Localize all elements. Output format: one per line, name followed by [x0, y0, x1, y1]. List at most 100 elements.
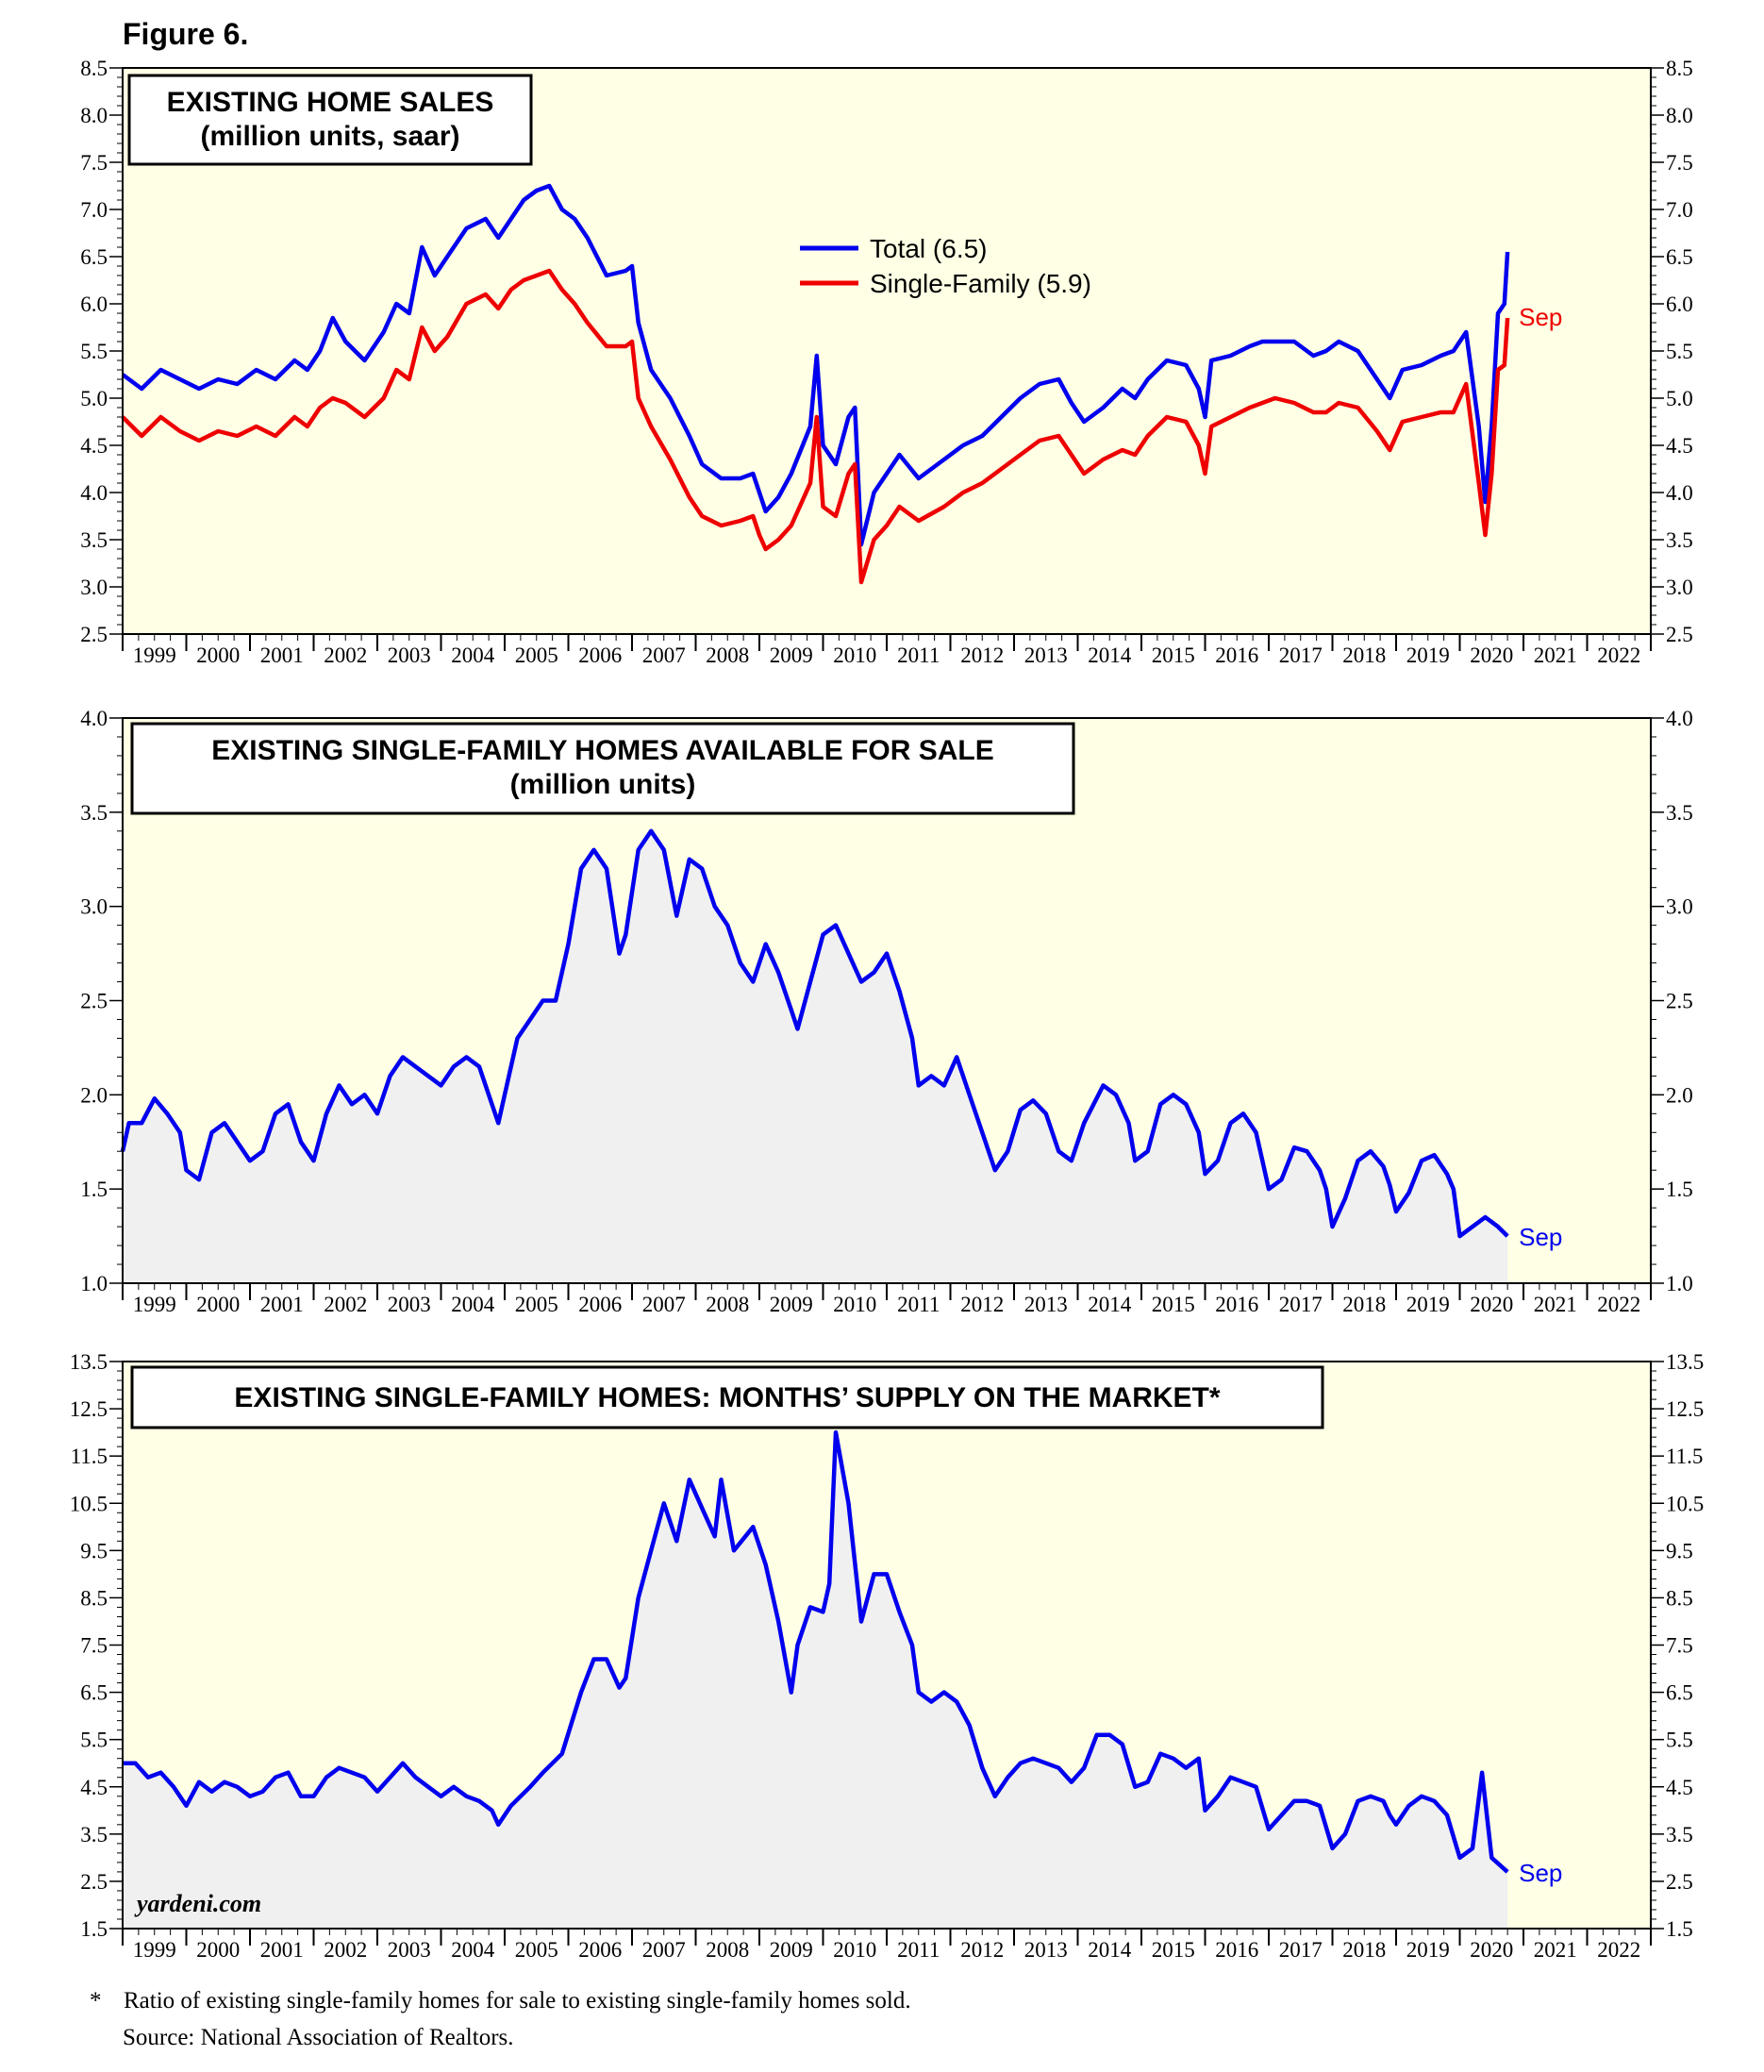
- y-tick-label: 4.5: [1666, 1776, 1693, 1799]
- y-tick-label: 11.5: [71, 1445, 108, 1468]
- x-tick-label: 2014: [1088, 1293, 1132, 1316]
- x-tick-label: 2001: [260, 1938, 304, 1962]
- x-tick-label: 2011: [897, 643, 940, 667]
- x-tick-label: 2003: [388, 643, 431, 667]
- y-tick-label: 7.5: [1666, 151, 1693, 175]
- y-tick-label: 1.5: [80, 1178, 108, 1201]
- x-tick-label: 2003: [388, 1938, 431, 1962]
- x-tick-label: 2002: [324, 1938, 367, 1962]
- x-tick-label: 2007: [642, 643, 686, 667]
- x-tick-label: 2000: [196, 1938, 240, 1962]
- end-label: Sep: [1519, 303, 1562, 331]
- x-tick-label: 2004: [451, 1293, 495, 1316]
- x-tick-label: 2001: [260, 643, 304, 667]
- y-tick-label: 2.5: [80, 990, 108, 1013]
- y-tick-label: 8.5: [80, 1586, 108, 1610]
- y-tick-label: 5.5: [80, 1729, 108, 1752]
- y-tick-label: 4.5: [1666, 434, 1693, 458]
- x-tick-label: 2009: [770, 1938, 813, 1962]
- series-line-2: [121, 268, 1510, 585]
- x-tick-label: 2007: [642, 1293, 686, 1316]
- x-tick-label: 2015: [1152, 1938, 1195, 1962]
- y-tick-label: 2.5: [1666, 990, 1693, 1013]
- y-tick-label: 6.0: [80, 292, 108, 316]
- y-tick-label: 3.5: [80, 1823, 108, 1846]
- y-tick-label: 2.5: [80, 1870, 108, 1894]
- y-tick-label: 5.0: [80, 387, 108, 410]
- y-tick-label: 2.5: [80, 623, 108, 646]
- chart-subtitle: (million units): [510, 769, 696, 800]
- y-tick-label: 3.0: [1666, 895, 1693, 919]
- y-tick-label: 12.5: [1666, 1397, 1704, 1421]
- footnote: * Ratio of existing single-family homes f…: [90, 1988, 911, 2014]
- x-tick-label: 2007: [642, 1938, 686, 1962]
- x-tick-label: 2013: [1024, 643, 1068, 667]
- y-tick-label: 9.5: [1666, 1539, 1693, 1562]
- x-tick-label: 2006: [578, 643, 622, 667]
- y-tick-label: 8.5: [80, 57, 108, 80]
- y-tick-label: 1.5: [1666, 1917, 1693, 1941]
- y-tick-label: 7.0: [1666, 198, 1693, 222]
- x-tick-label: 2008: [706, 643, 749, 667]
- footnote-marker: *: [90, 1988, 102, 2014]
- figure-label: Figure 6.: [123, 17, 249, 51]
- y-tick-label: 6.5: [80, 1681, 108, 1705]
- y-tick-label: 4.5: [80, 1776, 108, 1799]
- chart-panel-1: 2.5 2.5 3.0 3.0 3.5 3.5 4.0 4.0 4.5 4.5 5.0 5.0 5.5 5…: [80, 57, 1693, 667]
- y-tick-label: 5.5: [80, 340, 108, 363]
- x-tick-label: 1999: [133, 1293, 176, 1316]
- y-tick-label: 3.0: [1666, 576, 1693, 599]
- y-tick-label: 3.5: [80, 528, 108, 552]
- x-tick-label: 2017: [1279, 1293, 1323, 1316]
- series-line-1: [120, 828, 1509, 1239]
- x-tick-label: 2022: [1597, 1293, 1640, 1316]
- end-label: Sep: [1519, 1223, 1562, 1251]
- y-tick-label: 4.0: [80, 481, 108, 505]
- y-tick-label: 2.0: [1666, 1083, 1693, 1107]
- title-box: [127, 74, 533, 166]
- x-tick-label: 2001: [260, 1293, 304, 1316]
- x-tick-label: 2014: [1088, 1938, 1132, 1962]
- y-tick-label: 9.5: [80, 1539, 108, 1562]
- x-tick-label: 2004: [451, 1938, 495, 1962]
- watermark: yardeni.com: [134, 1890, 261, 1917]
- x-tick-label: 2005: [515, 1293, 558, 1316]
- x-tick-label: 2010: [833, 1293, 876, 1316]
- y-tick-label: 3.5: [1666, 1823, 1693, 1846]
- y-tick-label: 10.5: [1666, 1492, 1704, 1515]
- chart-title: EXISTING HOME SALES: [167, 87, 494, 118]
- x-tick-label: 2006: [578, 1938, 622, 1962]
- legend-label: Single-Family (5.9): [870, 269, 1091, 298]
- x-tick-label: 1999: [133, 643, 176, 667]
- y-tick-label: 7.5: [80, 1634, 108, 1658]
- x-tick-label: 2018: [1342, 1938, 1386, 1962]
- y-tick-label: 7.5: [80, 151, 108, 175]
- y-tick-label: 10.5: [70, 1492, 108, 1515]
- x-tick-label: 2002: [324, 1293, 367, 1316]
- x-tick-label: 2009: [770, 1293, 813, 1316]
- chart-panel-3: 1.5 1.5 2.5 2.5 3.5 3.5 4.5 4.5 5.5 5.5 6.5 6.5 7.5 7…: [70, 1350, 1705, 1962]
- x-tick-label: 2008: [706, 1938, 749, 1962]
- y-tick-label: 3.5: [80, 801, 108, 825]
- y-tick-label: 3.5: [1666, 528, 1693, 552]
- y-tick-label: 8.0: [1666, 104, 1693, 127]
- y-tick-label: 3.5: [1666, 801, 1693, 825]
- y-tick-label: 8.5: [1666, 57, 1693, 80]
- y-tick-label: 1.5: [1666, 1178, 1693, 1201]
- series-line-1: [123, 1429, 1509, 1874]
- title-box: [130, 1365, 1324, 1429]
- x-tick-label: 2021: [1534, 1293, 1577, 1316]
- x-tick-label: 2019: [1406, 1938, 1450, 1962]
- y-tick-label: 7.0: [80, 198, 108, 222]
- y-tick-label: 12.5: [70, 1397, 108, 1421]
- y-tick-label: 5.5: [1666, 1729, 1693, 1752]
- y-tick-label: 5.5: [1666, 340, 1693, 363]
- x-tick-label: 2010: [833, 1938, 876, 1962]
- y-tick-label: 7.5: [1666, 1634, 1693, 1658]
- x-tick-label: 2020: [1470, 1938, 1513, 1962]
- x-tick-label: 2018: [1342, 1293, 1386, 1316]
- y-tick-label: 11.5: [1666, 1445, 1703, 1468]
- chart-subtitle: (million units, saar): [200, 121, 459, 152]
- y-tick-label: 8.5: [1666, 1586, 1693, 1610]
- x-tick-label: 2021: [1534, 643, 1577, 667]
